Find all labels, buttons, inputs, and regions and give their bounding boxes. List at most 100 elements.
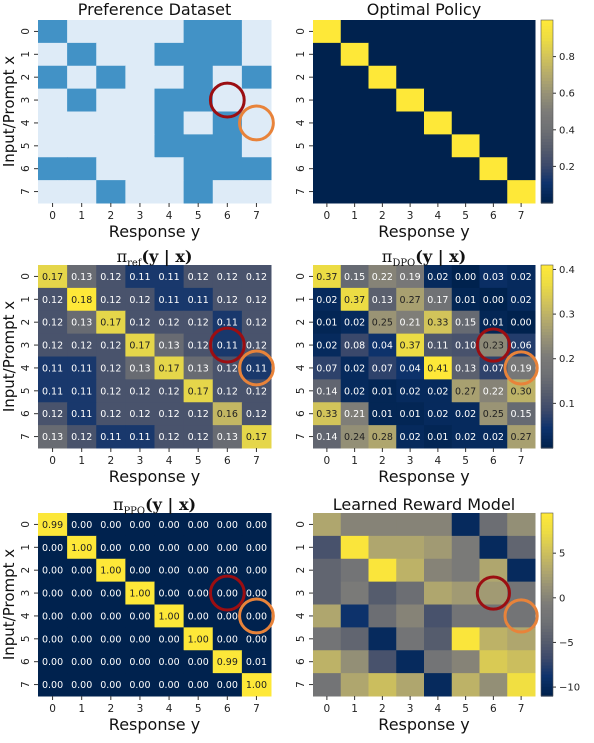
colorbar-segment (541, 405, 553, 409)
heatmap-cell (313, 265, 342, 289)
heatmap-cell (479, 425, 508, 449)
heatmap-cell (183, 402, 214, 426)
heatmap-cell (38, 310, 68, 335)
heatmap-cell (507, 379, 536, 403)
heatmap-cell (451, 650, 480, 674)
heatmap-cell (38, 157, 68, 181)
x-axis-label: Response y (109, 467, 200, 486)
panel-title: πPPO(y | x) (113, 495, 196, 517)
colorbar-segment (541, 129, 553, 134)
heatmap-cell (38, 65, 68, 90)
colorbar-segment (541, 650, 553, 654)
colorbar-segment (541, 196, 553, 201)
heatmap-cell (479, 157, 508, 181)
colorbar-segment (541, 610, 553, 615)
colorbar-segment (541, 558, 553, 563)
heatmap-cell (507, 42, 536, 67)
cell-value-label: 0.00 (42, 589, 63, 600)
heatmap-cell (424, 627, 453, 651)
colorbar-segment (541, 90, 553, 94)
heatmap-cell (96, 604, 126, 628)
heatmap-cell (424, 379, 453, 403)
x-axis-label: Response y (378, 467, 469, 486)
heatmap-cell (424, 111, 453, 135)
cell-value-label: 0.00 (129, 634, 150, 645)
heatmap-cell (38, 180, 68, 204)
heatmap-cell (424, 425, 453, 449)
heatmap-cell (154, 650, 185, 674)
colorbar-frame (540, 19, 554, 204)
heatmap-cell (183, 650, 214, 674)
colorbar-segment (541, 280, 553, 284)
heatmap-cell (125, 287, 155, 312)
colorbar-segment (541, 513, 553, 517)
cell-value-label: 0.00 (42, 543, 63, 554)
heatmap-cell (479, 356, 508, 380)
cell-value-label: 0.00 (246, 634, 267, 645)
y-tick-label: 1 (295, 296, 307, 303)
x-axis-label: Response y (378, 715, 469, 734)
heatmap-cell (340, 20, 369, 44)
heatmap-cell (96, 650, 126, 674)
heatmap-cell (154, 627, 185, 651)
heatmap-cell (125, 88, 155, 112)
heatmap-cell (154, 265, 185, 289)
colorbar-segment (541, 564, 553, 569)
cell-value-label: 0.12 (246, 409, 267, 420)
heatmap-cell (38, 673, 68, 697)
heatmap-cell (368, 111, 397, 135)
colorbar-segment (541, 604, 553, 609)
cell-value-label: 0.03 (483, 272, 504, 283)
heatmap-cell (396, 157, 425, 181)
heatmap-cell (507, 88, 536, 112)
heatmap-cell (241, 425, 272, 449)
heatmap-cell (396, 20, 425, 44)
cell-value-label: 1.00 (246, 680, 267, 691)
colorbar-segment (541, 292, 553, 297)
heatmap-cell (183, 157, 214, 181)
heatmap-cell (507, 111, 536, 135)
cell-value-label: 0.00 (100, 657, 121, 668)
heatmap-cell (125, 265, 155, 289)
heatmap-cell (154, 20, 185, 44)
heatmap-cell (154, 673, 185, 697)
heatmap-cell (67, 88, 97, 112)
x-tick-label: 3 (407, 210, 414, 222)
heatmap-cell (424, 673, 453, 697)
colorbar-segment (541, 93, 553, 97)
heatmap-cell (241, 558, 272, 583)
heatmap-cell (424, 88, 453, 112)
heatmap-cell (154, 379, 185, 403)
colorbar-segment (541, 641, 553, 645)
heatmap-cell (67, 265, 97, 289)
colorbar-segment (541, 522, 553, 526)
heatmap-cell (212, 356, 243, 380)
cell-value-label: 0.00 (217, 611, 238, 622)
colorbar-segment (541, 23, 553, 27)
heatmap-cell (212, 650, 243, 674)
cell-value-label: 0.11 (129, 432, 150, 443)
cell-value-label: 0.00 (42, 680, 63, 691)
colorbar-segment (541, 377, 553, 382)
cell-value-label: 0.00 (483, 295, 504, 306)
colorbar-segment (541, 622, 553, 627)
cell-value-label: 0.21 (400, 318, 421, 329)
heatmap-panel-0: 0 1 2 3 4 5 6 7 0 1 2 3 4 5 6 7 Response y Input/Prompt x… (0, 0, 275, 241)
heatmap-cell (96, 379, 126, 403)
heatmap-cell (507, 650, 536, 674)
heatmap-cell (313, 333, 342, 357)
heatmap-cell (67, 287, 97, 312)
colorbar-segment (541, 111, 553, 116)
heatmap-cell (507, 20, 536, 44)
colorbar-segment (541, 671, 553, 676)
cell-value-label: 0.12 (217, 272, 238, 283)
colorbar-segment (541, 653, 553, 657)
colorbar-segment (541, 123, 553, 128)
cell-value-label: 0.00 (158, 680, 179, 691)
heatmap-cell (96, 265, 126, 289)
x-tick-label: 7 (253, 210, 260, 222)
colorbar-segment (541, 271, 553, 275)
heatmap-cell (67, 180, 97, 204)
heatmap-cell (67, 157, 97, 181)
cell-value-label: 0.12 (129, 409, 150, 420)
